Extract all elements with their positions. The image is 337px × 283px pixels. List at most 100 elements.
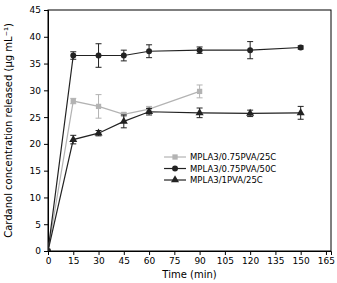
x-tick-label: 30: [93, 256, 105, 266]
x-tick-label: 60: [144, 256, 156, 266]
x-tick-label: 150: [293, 256, 310, 266]
y-tick-label: 30: [30, 86, 42, 96]
y-tick-label: 10: [30, 193, 42, 203]
error-bar: [96, 95, 102, 119]
y-tick: 45: [30, 5, 48, 15]
x-tick-label: 105: [217, 256, 234, 266]
x-tick: 30: [93, 251, 105, 266]
x-tick: 0: [46, 251, 52, 266]
y-tick-mark: [44, 197, 48, 198]
marker: [96, 53, 102, 59]
marker: [120, 117, 128, 124]
series-line: [48, 47, 301, 251]
y-tick-mark: [44, 10, 48, 11]
x-tick: 90: [194, 251, 206, 266]
x-tick-mark: [73, 251, 74, 255]
y-tick-mark: [44, 144, 48, 145]
y-tick-label: 40: [30, 32, 42, 42]
y-tick-mark: [44, 64, 48, 65]
marker: [121, 53, 127, 59]
x-tick: 60: [144, 251, 156, 266]
x-tick-label: 90: [194, 256, 206, 266]
x-tick-mark: [174, 251, 175, 255]
y-axis: 0 5 10 15 20 25 30 35 40 45: [30, 5, 49, 256]
marker: [196, 108, 204, 115]
y-tick: 35: [30, 59, 48, 69]
x-tick-mark: [99, 251, 100, 255]
x-tick-mark: [326, 251, 327, 255]
legend-entry: MPLA3/1PVA/25C: [164, 175, 263, 185]
x-tick-label: 45: [119, 256, 130, 266]
x-tick-label: 120: [242, 256, 259, 266]
legend-entry: MPLA3/0.75PVA/50C: [164, 164, 276, 174]
series: [48, 106, 305, 251]
legend-label: MPLA3/0.75PVA/25C: [190, 152, 276, 162]
legend-marker: [171, 175, 179, 182]
error-bar: [96, 44, 102, 68]
y-tick: 30: [30, 86, 48, 96]
y-tick-label: 20: [30, 139, 42, 149]
y-tick-mark: [44, 171, 48, 172]
y-axis-title: Cardanol concentration released (μg mL⁻¹…: [3, 23, 14, 238]
legend-marker: [172, 154, 177, 159]
y-tick-mark: [44, 251, 48, 252]
y-tick: 5: [35, 220, 48, 230]
marker: [197, 47, 203, 53]
y-tick: 25: [30, 112, 48, 122]
x-tick-mark: [200, 251, 201, 255]
marker: [246, 109, 254, 116]
y-tick-label: 25: [30, 112, 41, 122]
x-tick: 75: [169, 251, 180, 266]
marker: [48, 246, 52, 251]
x-tick-mark: [124, 251, 125, 255]
x-tick-mark: [301, 251, 302, 255]
y-tick: 10: [30, 193, 48, 203]
error-bar: [146, 45, 152, 58]
x-tick: 120: [242, 251, 259, 266]
marker: [70, 53, 76, 59]
error-bar: [70, 98, 76, 103]
x-tick: 135: [267, 251, 284, 266]
x-tick-label: 15: [68, 256, 79, 266]
x-axis-title: Time (min): [161, 269, 216, 280]
x-tick: 105: [217, 251, 234, 266]
y-tick: 40: [30, 32, 48, 42]
y-tick: 20: [30, 139, 48, 149]
x-tick-mark: [225, 251, 226, 255]
y-tick-label: 15: [30, 166, 41, 176]
y-tick: 15: [30, 166, 48, 176]
y-tick-mark: [44, 37, 48, 38]
y-tick: 0: [35, 246, 48, 256]
error-bar: [121, 50, 127, 61]
x-tick-label: 165: [318, 256, 335, 266]
marker: [95, 129, 103, 136]
marker: [145, 107, 153, 114]
marker: [71, 98, 76, 103]
series: [48, 42, 304, 251]
x-tick-label: 0: [46, 256, 52, 266]
x-axis: 0 15 30 45 60 75 90 105 120 135 150 165: [46, 251, 335, 266]
legend: MPLA3/0.75PVA/25C MPLA3/0.75PVA/50CMPLA3/…: [164, 152, 276, 185]
marker: [298, 45, 304, 51]
series: [48, 85, 203, 251]
marker: [247, 47, 253, 53]
x-tick: 165: [318, 251, 335, 266]
x-tick: 15: [68, 251, 79, 266]
y-axis-line: [44, 11, 49, 252]
marker: [69, 135, 77, 142]
legend-label: MPLA3/1PVA/25C: [190, 175, 263, 185]
legend-entry: MPLA3/0.75PVA/25C: [164, 152, 276, 162]
x-tick: 150: [293, 251, 310, 266]
x-tick-label: 135: [267, 256, 284, 266]
error-bar: [247, 42, 253, 59]
x-tick: 45: [119, 251, 130, 266]
plot-frame: [48, 10, 331, 251]
marker: [96, 104, 101, 109]
y-tick-label: 0: [35, 246, 41, 256]
series-line: [48, 91, 200, 251]
x-tick-label: 75: [169, 256, 180, 266]
error-bar: [70, 52, 76, 59]
x-tick-mark: [275, 251, 276, 255]
error-bar: [197, 85, 203, 98]
plot-area: [48, 42, 305, 251]
